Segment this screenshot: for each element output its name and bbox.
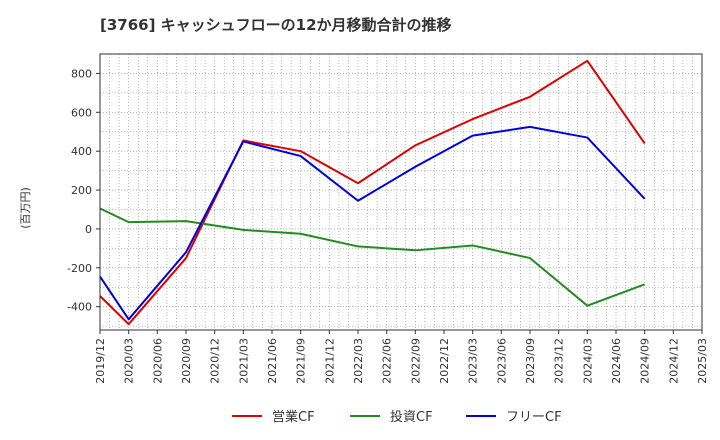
x-tick-label: 2023/09 xyxy=(524,338,537,384)
x-tick-label: 2022/06 xyxy=(381,338,394,384)
x-tick-label: 2024/03 xyxy=(581,338,594,384)
x-tick-label: 2023/12 xyxy=(553,338,566,384)
y-tick-label: 600 xyxy=(71,106,92,119)
y-tick-label: 0 xyxy=(85,223,92,236)
x-tick-label: 2021/09 xyxy=(295,338,308,384)
x-tick-label: 2021/12 xyxy=(323,338,336,384)
x-tick-label: 2024/12 xyxy=(667,338,680,384)
x-tick-label: 2023/03 xyxy=(467,338,480,384)
x-tick-label: 2019/12 xyxy=(94,338,107,384)
legend-label-0: 営業CF xyxy=(272,409,315,425)
x-tick-label: 2023/06 xyxy=(495,338,508,384)
legend-label-2: フリーCF xyxy=(506,410,562,425)
x-tick-label: 2020/12 xyxy=(209,338,222,384)
x-tick-label: 2021/06 xyxy=(266,338,279,384)
series-line-2 xyxy=(99,125,646,321)
series-line-1 xyxy=(99,207,646,307)
x-tick-label: 2022/03 xyxy=(352,338,365,384)
plot-frame xyxy=(99,53,703,331)
legend-label-1: 投資CF xyxy=(390,409,433,425)
y-tick-label: -400 xyxy=(67,301,92,314)
chart-title: [3766] キャッシュフローの12か月移動合計の推移 xyxy=(100,16,452,34)
y-tick-label: 200 xyxy=(71,184,92,197)
y-tick-label: 400 xyxy=(71,145,92,158)
x-tick-label: 2020/03 xyxy=(123,338,136,384)
x-tick-label: 2024/06 xyxy=(610,338,623,384)
x-tick-label: 2020/06 xyxy=(151,338,164,384)
x-tick-label: 2021/03 xyxy=(237,338,250,384)
y-tick-label: -200 xyxy=(67,262,92,275)
x-tick-label: 2025/03 xyxy=(696,338,709,384)
series-line-0 xyxy=(99,59,646,326)
x-tick-label: 2022/09 xyxy=(409,338,422,384)
x-tick-label: 2020/09 xyxy=(180,338,193,384)
x-tick-label: 2022/12 xyxy=(438,338,451,384)
x-tick-label: 2024/09 xyxy=(639,338,652,384)
y-tick-label: 800 xyxy=(71,67,92,80)
